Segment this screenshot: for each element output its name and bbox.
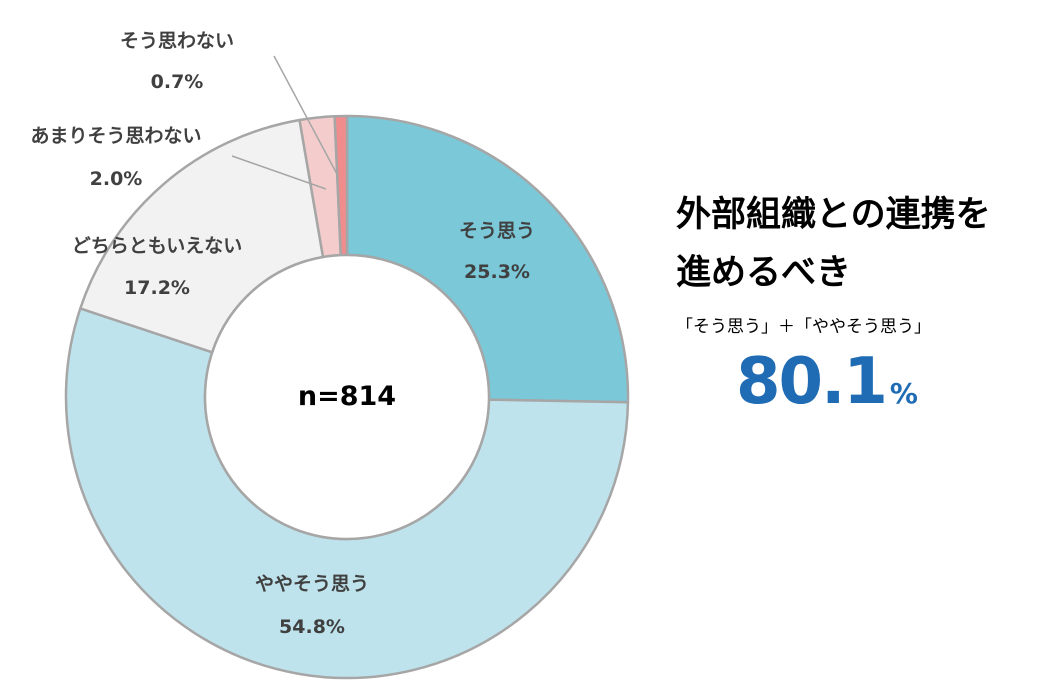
summary-panel: 外部組織との連携を 進めるべき 「そう思う」＋「ややそう思う」 80.1%	[676, 186, 1046, 419]
donut-hole	[203, 253, 491, 541]
summary-formula: 「そう思う」＋「ややそう思う」	[676, 317, 931, 337]
headline-line-1: 外部組織との連携を	[676, 195, 991, 235]
slice-value-label: 54.8%	[279, 616, 345, 638]
summary-total-unit: %	[889, 377, 918, 410]
sample-size-label: n=814	[298, 381, 396, 412]
slice-category-label: どちらともいえない	[72, 235, 243, 257]
headline-line-2: 進めるべき	[676, 253, 852, 293]
slice-value-label: 2.0%	[90, 168, 143, 190]
summary-total: 80.1%	[736, 345, 1046, 419]
leader-line	[231, 155, 327, 190]
slice-category-label: あまりそう思わない	[30, 125, 201, 147]
slice-labels: そう思う 25.3% ややそう思う 54.8% どちらともいえない 17.2% あまりそう思…	[30, 30, 535, 638]
leader-lines	[231, 55, 339, 190]
leader-line	[273, 55, 339, 177]
slice-category-label: そう思う	[459, 220, 535, 242]
slice-value-label: 17.2%	[124, 277, 190, 299]
slice-value-label: 25.3%	[464, 261, 530, 283]
summary-total-value: 80.1	[736, 345, 888, 419]
slice-category-label: そう思わない	[120, 30, 234, 52]
summary-headline: 外部組織との連携を 進めるべき	[676, 186, 1046, 302]
slice-category-label: ややそう思う	[255, 573, 369, 595]
slice-value-label: 0.7%	[151, 71, 204, 93]
donut-slices	[64, 114, 630, 680]
